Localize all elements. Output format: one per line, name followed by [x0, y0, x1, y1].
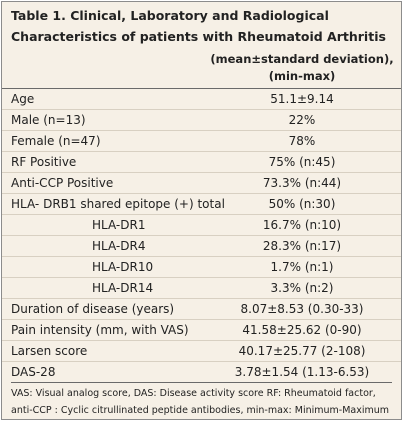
row-value: 3.78±1.54 (1.13-6.53) — [234, 365, 370, 379]
row-value: 51.1±9.14 — [270, 92, 334, 106]
table-row: HLA-DR1 16.7% (n:10) — [2, 214, 401, 236]
column-header: (mean±standard deviation), — [210, 52, 394, 66]
table-row: Male (n=13) 22% — [2, 109, 401, 131]
row-value: 8.07±8.53 (0.30-33) — [240, 302, 364, 316]
table-row: RF Positive 75% (n:45) — [2, 151, 401, 173]
footnote: VAS: Visual analog score, DAS: Disease a… — [11, 382, 392, 401]
row-label: DAS-28 — [11, 365, 56, 379]
table-title: Table 1. Clinical, Laboratory and Radiol… — [11, 8, 386, 44]
row-value: 75% (n:45) — [268, 155, 336, 169]
row-value: 16.7% (n:10) — [262, 218, 342, 232]
table-row: HLA-DR4 28.3% (n:17) — [2, 235, 401, 257]
row-label: Female (n=47) — [11, 134, 101, 148]
row-label: Anti-CCP Positive — [11, 176, 114, 190]
table-row: Duration of disease (years) 8.07±8.53 (0.… — [2, 298, 401, 320]
row-label: Duration of disease (years) — [11, 302, 175, 316]
table-row: Larsen score 40.17±25.77 (2-108) — [2, 340, 401, 362]
row-label: RF Positive — [11, 155, 77, 169]
row-label: HLA-DR10 — [92, 260, 154, 274]
table-row: HLA- DRB1 shared epitope (+) total 50% (n… — [2, 193, 401, 215]
table-row: Pain intensity (mm, with VAS) 41.58±25.62… — [2, 319, 401, 341]
row-value: 22% — [288, 113, 316, 127]
row-value: 28.3% (n:17) — [262, 239, 342, 253]
row-value: 1.7% (n:1) — [270, 260, 334, 274]
row-label: HLA-DR1 — [92, 218, 146, 232]
row-label: HLA-DR14 — [92, 281, 154, 295]
column-header: (min-max) — [268, 69, 336, 83]
row-value: 3.3% (n:2) — [270, 281, 334, 295]
row-value: 78% — [288, 134, 316, 148]
row-value: 41.58±25.62 (0-90) — [242, 323, 362, 337]
table-row: Anti-CCP Positive 73.3% (n:44) — [2, 172, 401, 194]
row-label: HLA- DRB1 shared epitope (+) total — [11, 197, 225, 211]
row-label: HLA-DR4 — [92, 239, 146, 253]
row-label: Pain intensity (mm, with VAS) — [11, 323, 189, 337]
row-value: 73.3% (n:44) — [262, 176, 342, 190]
table-row: DAS-28 3.78±1.54 (1.13-6.53) — [2, 361, 401, 383]
table-row: Age 51.1±9.14 — [2, 88, 401, 110]
row-label: Larsen score — [11, 344, 88, 358]
row-value: 50% (n:30) — [268, 197, 336, 211]
table-row: HLA-DR10 1.7% (n:1) — [2, 256, 401, 278]
table-row: Female (n=47) 78% — [2, 130, 401, 152]
table-row: HLA-DR14 3.3% (n:2) — [2, 277, 401, 299]
row-label: Male (n=13) — [11, 113, 86, 127]
footnote: anti-CCP : Cyclic citrullinated peptide … — [11, 405, 390, 416]
row-label: Age — [11, 92, 35, 106]
row-value: 40.17±25.77 (2-108) — [238, 344, 366, 358]
